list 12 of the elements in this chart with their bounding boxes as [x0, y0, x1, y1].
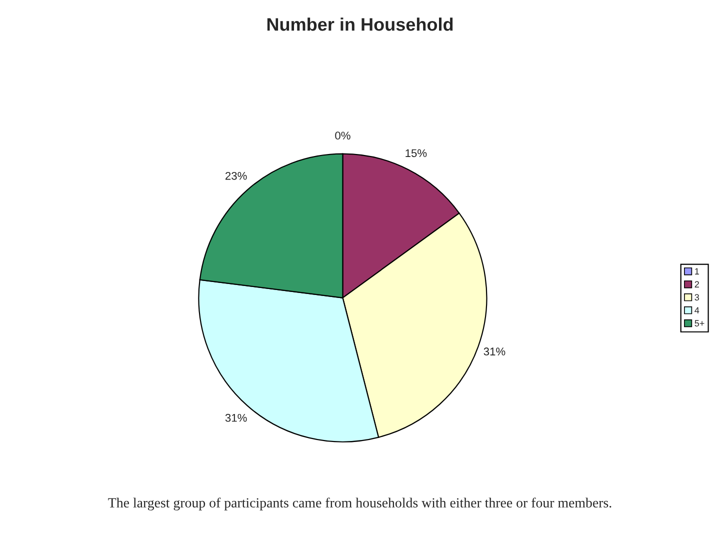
legend-label: 5+	[694, 320, 704, 326]
data-label: 15%	[406, 149, 427, 158]
data-label: 23%	[226, 172, 247, 180]
legend-label: 4	[694, 307, 700, 314]
text: 0%	[335, 132, 350, 140]
chart-title: Number in Household	[267, 18, 453, 31]
legend-label: 3	[694, 294, 700, 301]
legend-label: 2	[694, 281, 699, 288]
legend-label: 1	[695, 268, 699, 274]
data-label: 31%	[484, 348, 506, 356]
text: The largest group of participants came from households with either three or four members.	[108, 498, 612, 510]
data-label: 31%	[225, 414, 247, 422]
